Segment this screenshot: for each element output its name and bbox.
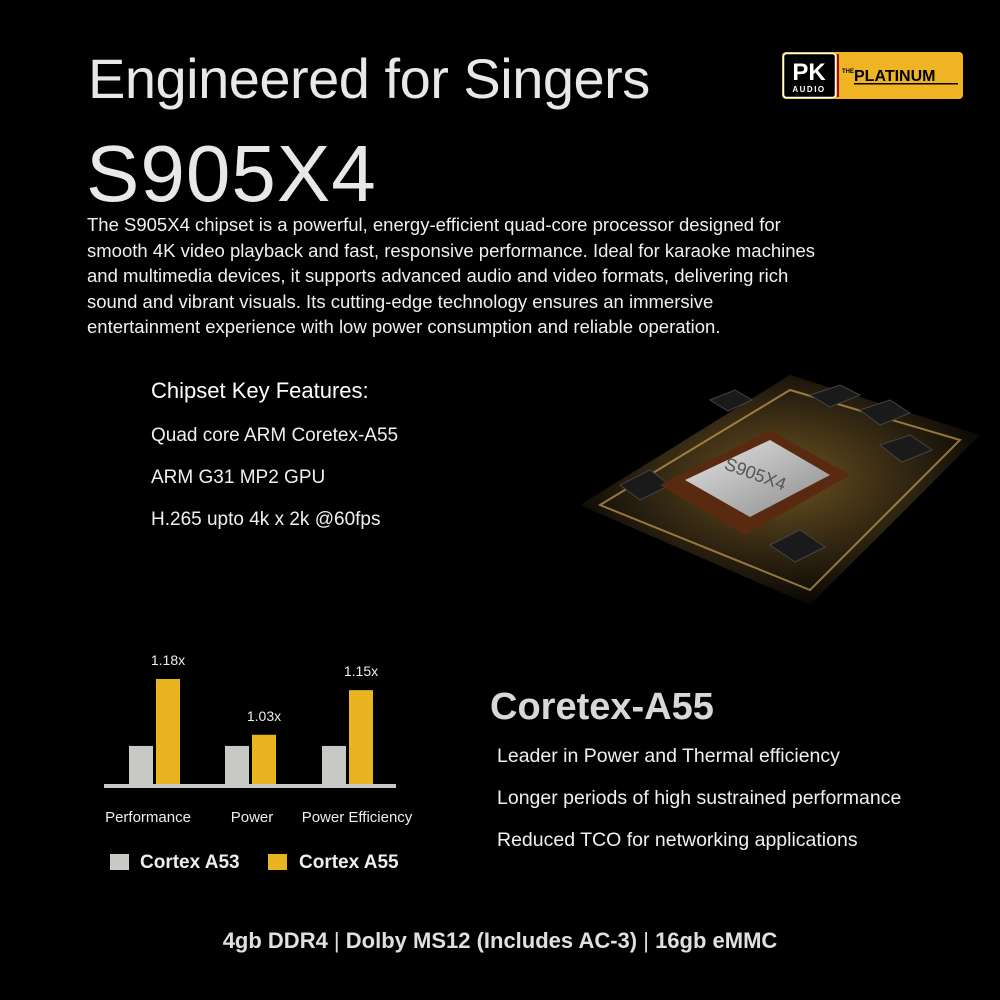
features-title: Chipset Key Features:: [151, 378, 369, 403]
spec-audio: Dolby MS12 (Includes AC-3): [345, 928, 638, 953]
a55-item: Leader in Power and Thermal efficiency: [497, 745, 840, 767]
data-label: 1.15x: [344, 663, 378, 679]
feature-item: ARM G31 MP2 GPU: [151, 467, 326, 488]
description: The S905X4 chipset is a powerful, energy…: [87, 214, 816, 338]
model-name: S905X4: [86, 129, 377, 218]
svg-text:PK: PK: [792, 59, 826, 86]
x-tick-label: Power: [231, 809, 274, 826]
data-label: 1.03x: [247, 708, 281, 724]
spec-storage: 16gb eMMC: [655, 928, 778, 953]
svg-text:THE: THE: [842, 69, 854, 75]
legend-label-a55: Cortex A55: [299, 852, 399, 873]
data-label: 1.18x: [151, 652, 185, 668]
page-title: Engineered for Singers: [88, 47, 650, 110]
x-tick-label: Power Efficiency: [302, 809, 413, 826]
separator: |: [637, 928, 656, 953]
spec-footer: 4gb DDR4 | Dolby MS12 (Includes AC-3) | …: [0, 928, 1000, 954]
a55-title: Coretex-A55: [490, 686, 714, 728]
x-tick-label: Performance: [105, 809, 191, 826]
a55-item: Longer periods of high sustrained perfor…: [497, 787, 902, 809]
svg-text:PLATINUM: PLATINUM: [854, 68, 935, 85]
bar-cortex-a53: [225, 745, 249, 785]
pk-audio-platinum-logo: PK AUDIO THE PLATINUM: [782, 52, 963, 99]
bar-cortex-a55: [349, 690, 373, 785]
a55-item: Reduced TCO for networking applications: [497, 829, 858, 851]
feature-item: Quad core ARM Coretex-A55: [151, 425, 399, 446]
legend-swatch-a55: [268, 854, 287, 870]
x-axis-line: [104, 784, 396, 788]
legend-label-a53: Cortex A53: [140, 852, 240, 873]
bar-cortex-a55: [252, 734, 276, 785]
bar-cortex-a53: [322, 745, 346, 785]
bar-cortex-a53: [129, 745, 153, 785]
bar-cortex-a55: [156, 678, 180, 785]
feature-item: H.265 upto 4k x 2k @60fps: [151, 509, 381, 530]
chipset-image: S905X4: [580, 375, 980, 605]
separator: |: [327, 928, 346, 953]
spec-ram: 4gb DDR4: [222, 928, 328, 953]
legend-swatch-a53: [110, 854, 129, 870]
svg-text:AUDIO: AUDIO: [792, 85, 825, 94]
comparison-bar-chart: 1.18x 1.03x 1.15x Performance Power Power …: [104, 652, 413, 873]
